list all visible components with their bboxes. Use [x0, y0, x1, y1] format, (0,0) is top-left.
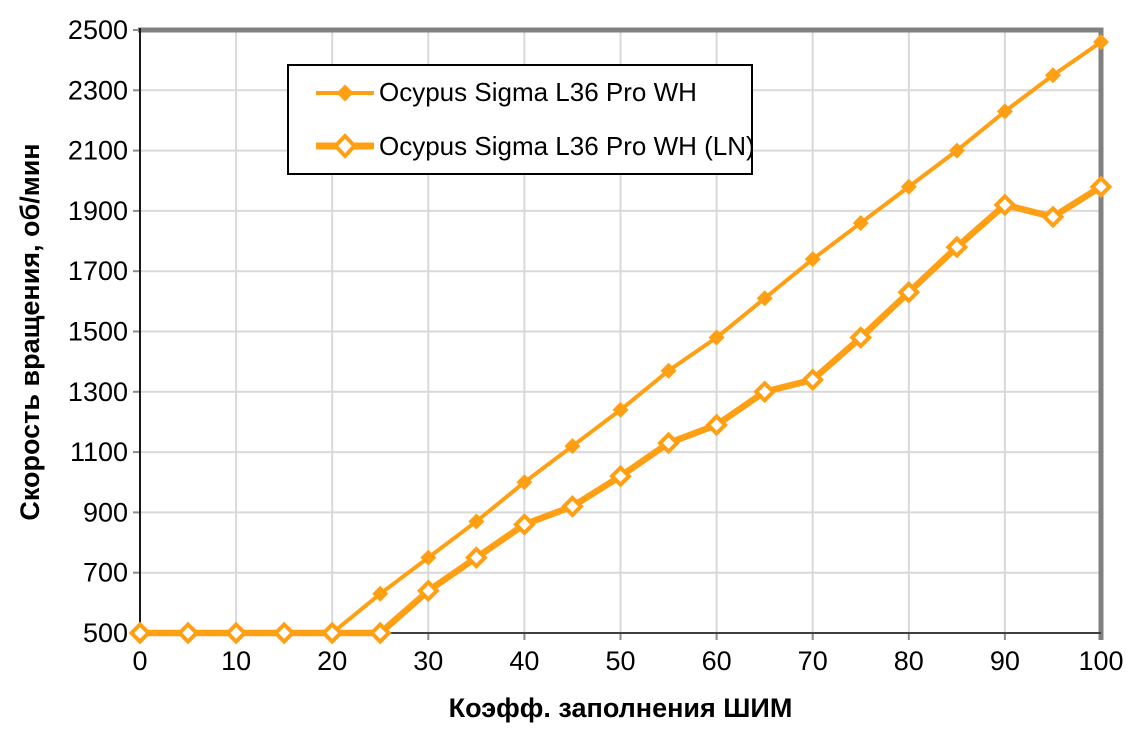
- legend-label-wh-ln: Ocypus Sigma L36 Pro WH (LN): [379, 130, 755, 161]
- open-diamond-line-icon: [316, 133, 374, 160]
- data-point-open-diamond: [945, 235, 969, 259]
- legend: Ocypus Sigma L36 Pro WH Ocypus Sigma L36…: [287, 64, 755, 175]
- y-tick-label: 1100: [70, 437, 128, 467]
- data-point-filled-diamond: [1044, 67, 1061, 84]
- data-point-filled-diamond: [756, 290, 773, 307]
- data-point-open-diamond: [1089, 175, 1113, 199]
- data-point-filled-diamond: [900, 178, 917, 195]
- data-point-filled-diamond: [852, 214, 869, 231]
- x-tick-label: 10: [221, 646, 251, 676]
- y-tick-label: 2500: [68, 15, 128, 45]
- data-point-filled-diamond: [564, 438, 581, 455]
- y-tick-label: 1900: [68, 196, 128, 226]
- data-point-open-diamond: [993, 193, 1017, 217]
- data-point-open-diamond: [609, 464, 632, 488]
- legend-label-wh: Ocypus Sigma L36 Pro WH: [379, 77, 697, 108]
- x-tick-label: 60: [702, 646, 732, 676]
- data-point-filled-diamond: [516, 474, 533, 491]
- data-point-open-diamond: [705, 413, 728, 437]
- y-tick-label: 1500: [68, 317, 128, 347]
- x-tick-label: 0: [132, 646, 147, 676]
- data-point-open-diamond: [561, 495, 584, 518]
- data-point-open-diamond: [465, 546, 488, 569]
- data-point-open-diamond: [801, 368, 825, 392]
- data-point-filled-diamond: [804, 251, 821, 268]
- x-tick-label: 80: [894, 646, 924, 676]
- data-point-open-diamond: [368, 621, 392, 645]
- data-point-open-diamond: [657, 431, 680, 455]
- data-point-filled-diamond: [660, 362, 677, 379]
- data-point-open-diamond: [897, 280, 921, 304]
- x-tick-label: 50: [605, 646, 635, 676]
- y-tick-label: 900: [83, 497, 128, 527]
- y-tick-label: 500: [83, 618, 128, 648]
- data-point-filled-diamond: [612, 401, 629, 418]
- data-point-filled-diamond: [708, 329, 725, 346]
- x-tick-label: 90: [990, 646, 1020, 676]
- x-tick-label: 100: [1078, 646, 1123, 676]
- data-point-filled-diamond: [948, 142, 965, 159]
- data-point-open-diamond: [128, 621, 152, 645]
- data-point-open-diamond: [753, 380, 776, 404]
- data-point-filled-diamond: [372, 585, 389, 602]
- x-tick-label: 20: [317, 646, 347, 676]
- data-point-open-diamond: [224, 621, 248, 645]
- data-point-open-diamond: [272, 621, 296, 645]
- data-point-open-diamond: [176, 621, 200, 645]
- y-axis-title: Скорость вращения, об/мин: [15, 143, 45, 521]
- x-axis-title: Коэфф. заполнения ШИМ: [448, 693, 793, 723]
- data-point-filled-diamond: [996, 103, 1013, 120]
- data-point-open-diamond: [320, 621, 344, 645]
- y-tick-label: 1300: [68, 377, 128, 407]
- filled-diamond-line-icon: [316, 84, 374, 102]
- legend-item-wh: Ocypus Sigma L36 Pro WH: [289, 66, 751, 120]
- data-point-filled-diamond: [1093, 34, 1109, 51]
- data-point-open-diamond: [513, 513, 536, 536]
- data-point-filled-diamond: [420, 549, 437, 566]
- data-point-open-diamond: [1041, 205, 1065, 229]
- y-tick-label: 2100: [68, 136, 128, 166]
- y-tick-label: 1700: [68, 256, 128, 286]
- x-tick-label: 40: [509, 646, 539, 676]
- data-point-open-diamond: [416, 579, 440, 603]
- data-point-filled-diamond: [468, 513, 485, 530]
- legend-item-wh-ln: Ocypus Sigma L36 Pro WH (LN): [289, 120, 755, 174]
- x-tick-label: 30: [413, 646, 443, 676]
- x-tick-label: 70: [798, 646, 828, 676]
- y-tick-label: 700: [83, 558, 128, 588]
- data-point-open-diamond: [849, 326, 873, 349]
- y-tick-label: 2300: [68, 75, 128, 105]
